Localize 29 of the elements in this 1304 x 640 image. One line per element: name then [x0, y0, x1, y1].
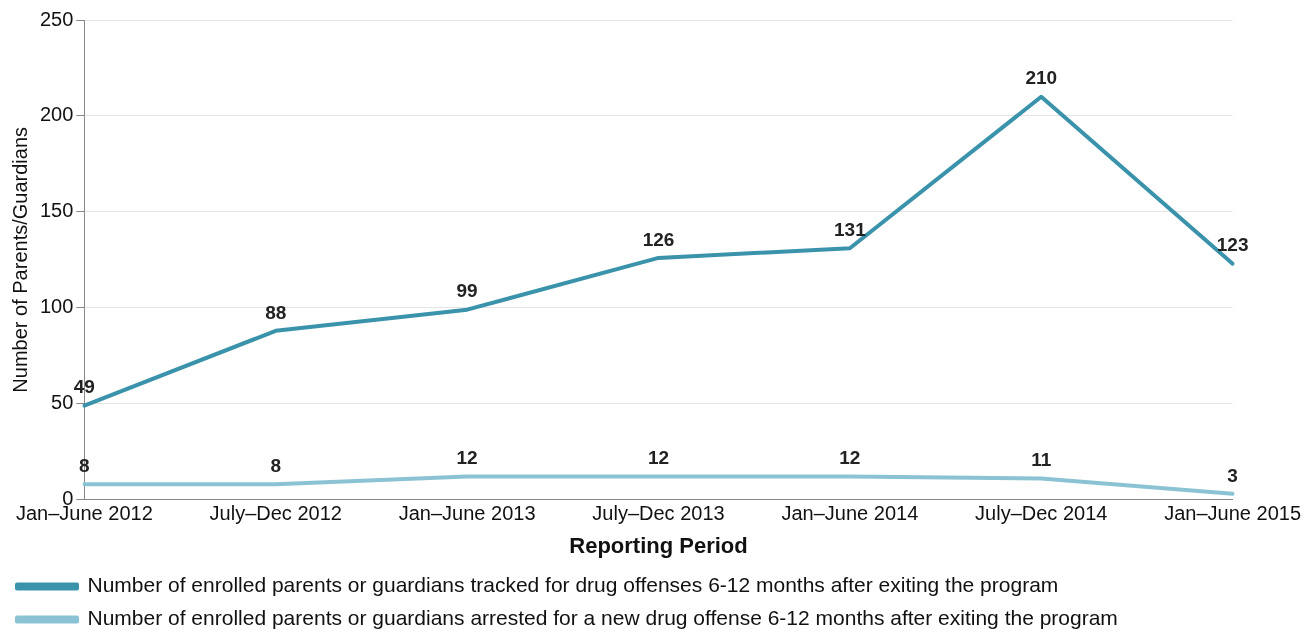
y-tick-label: 200 [39, 103, 74, 126]
x-axis-title: Reporting Period [569, 532, 748, 558]
data-label: 99 [456, 280, 478, 302]
x-tick-label: Jan–June 2014 [781, 502, 919, 525]
y-axis-title: Number of Parents/Guardians [8, 126, 31, 393]
data-label: 3 [1227, 464, 1238, 486]
data-label: 8 [270, 454, 282, 476]
data-label: 11 [1031, 449, 1052, 471]
data-label: 12 [456, 447, 478, 469]
x-tick-label: July–Dec 2012 [209, 502, 342, 525]
x-tick-label: July–Dec 2014 [975, 502, 1108, 525]
y-tick-label: 100 [39, 295, 74, 318]
data-label: 8 [79, 454, 90, 476]
y-tick-label: 50 [51, 391, 74, 414]
y-tick-label: 150 [39, 199, 74, 222]
x-tick-label: July–Dec 2013 [592, 502, 725, 525]
data-label: 49 [73, 376, 95, 398]
data-label: 88 [265, 301, 287, 323]
data-label: 12 [647, 447, 670, 469]
y-tick-label: 250 [39, 7, 74, 30]
data-label: 123 [1216, 234, 1249, 256]
legend-label: Number of enrolled parents or guardians tracked for drug offenses 6-12 months after exiting the program [87, 573, 1059, 597]
x-tick-label: Jan–June 2015 [1164, 502, 1301, 525]
data-label: 131 [834, 219, 867, 241]
data-label: 210 [1025, 67, 1058, 89]
legend-label: Number of enrolled parents or guardians arrested for a new drug offense 6-12 months after exiting the program [87, 606, 1118, 630]
x-tick-label: Jan–June 2013 [398, 502, 536, 525]
data-label: 126 [642, 228, 675, 250]
data-label: 12 [839, 447, 861, 469]
